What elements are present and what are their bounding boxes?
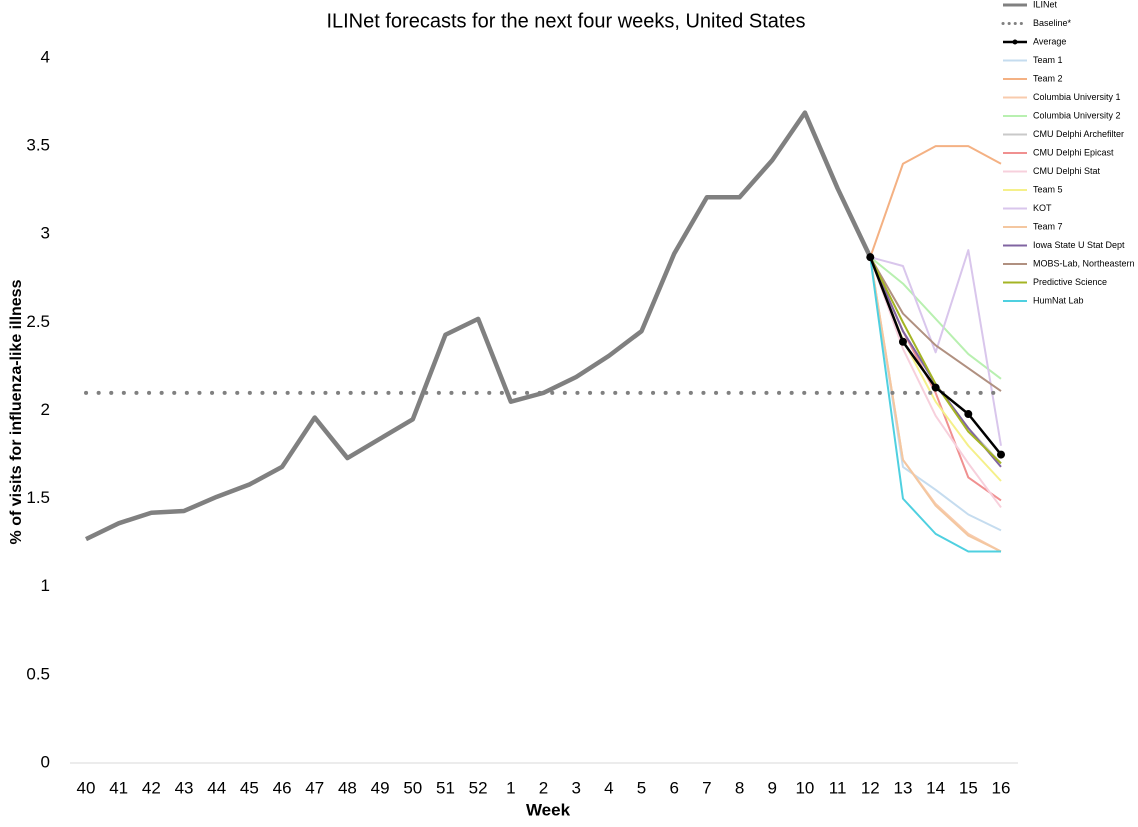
- x-tick-label: 51: [436, 778, 455, 797]
- y-tick-label: 4: [41, 47, 50, 66]
- legend-marker: [1012, 39, 1018, 45]
- x-tick-label: 52: [469, 778, 488, 797]
- x-tick-label: 43: [175, 778, 194, 797]
- series-line: [869, 256, 1002, 380]
- x-tick-label: 16: [992, 778, 1011, 797]
- x-tick-label: 47: [305, 778, 324, 797]
- legend-label: Team 2: [1033, 73, 1063, 83]
- x-tick-label: 48: [338, 778, 357, 797]
- x-tick-label: 11: [829, 778, 847, 797]
- x-tick-label: 4: [604, 778, 613, 797]
- x-tick-label: 7: [702, 778, 711, 797]
- series-line: [85, 110, 873, 542]
- legend-label: MOBS-Lab, Northeastern: [1033, 258, 1135, 268]
- data-point: [964, 410, 973, 419]
- x-tick-label: 6: [669, 778, 678, 797]
- x-axis-title: Week: [526, 800, 571, 819]
- series-line: [869, 145, 1002, 258]
- series-line: [869, 256, 1002, 468]
- x-tick-label: 15: [959, 778, 978, 797]
- x-tick-label: 2: [539, 778, 548, 797]
- legend-label: HumNat Lab: [1033, 295, 1084, 305]
- x-tick-label: 46: [273, 778, 292, 797]
- x-tick-label: 42: [142, 778, 161, 797]
- y-tick-label: 2: [41, 400, 50, 419]
- series-line: [869, 256, 1002, 509]
- x-tick-label: 45: [240, 778, 259, 797]
- x-tick-label: 41: [109, 778, 128, 797]
- y-tick-label: 0.5: [26, 664, 50, 683]
- chart-title: ILINet forecasts for the next four weeks…: [326, 10, 805, 32]
- y-tick-label: 1: [41, 576, 50, 595]
- data-point: [997, 450, 1005, 459]
- data-point: [866, 253, 875, 262]
- series-line: [869, 256, 1002, 465]
- x-tick-label: 40: [77, 778, 96, 797]
- x-tick-label: 50: [403, 778, 422, 797]
- legend-label: Team 7: [1033, 221, 1063, 231]
- legend-label: Iowa State U Stat Dept: [1033, 240, 1125, 250]
- x-tick-label: 9: [768, 778, 777, 797]
- y-tick-label: 3.5: [26, 136, 50, 155]
- x-tick-label: 13: [894, 778, 913, 797]
- y-tick-label: 2.5: [26, 312, 50, 331]
- y-tick-label: 0: [41, 752, 50, 771]
- legend-label: CMU Delphi Archefilter: [1033, 129, 1124, 139]
- data-point: [898, 337, 907, 346]
- legend-label: Predictive Science: [1033, 277, 1107, 287]
- legend-label: Average: [1033, 36, 1066, 46]
- y-tick-label: 1.5: [26, 488, 50, 507]
- x-tick-label: 44: [207, 778, 226, 797]
- legend-label: Columbia University 2: [1033, 110, 1121, 120]
- legend-label: Columbia University 1: [1033, 92, 1121, 102]
- x-tick-label: 14: [926, 778, 945, 797]
- x-tick-label: 49: [371, 778, 390, 797]
- y-tick-label: 3: [41, 224, 50, 243]
- series-line: [869, 257, 1001, 553]
- legend-label: Baseline*: [1033, 18, 1072, 28]
- series-line: [869, 256, 1002, 456]
- series-line: [869, 256, 1002, 465]
- legend-label: CMU Delphi Stat: [1033, 166, 1101, 176]
- x-tick-label: 1: [506, 778, 515, 797]
- series-line: [869, 256, 1002, 392]
- x-tick-label: 8: [735, 778, 744, 797]
- legend-label: KOT: [1033, 203, 1052, 213]
- x-tick-label: 3: [571, 778, 580, 797]
- legend-label: ILINet: [1033, 0, 1058, 9]
- x-tick-label: 5: [637, 778, 646, 797]
- x-tick-label: 10: [795, 778, 814, 797]
- series-line: [870, 249, 1002, 446]
- legend-label: Team 1: [1033, 55, 1063, 65]
- y-axis-title: % of visits for influenza-like illness: [8, 279, 25, 544]
- legend-label: Team 5: [1033, 184, 1063, 194]
- legend-label: CMU Delphi Epicast: [1033, 147, 1114, 157]
- data-point: [931, 383, 940, 392]
- x-tick-label: 12: [861, 778, 880, 797]
